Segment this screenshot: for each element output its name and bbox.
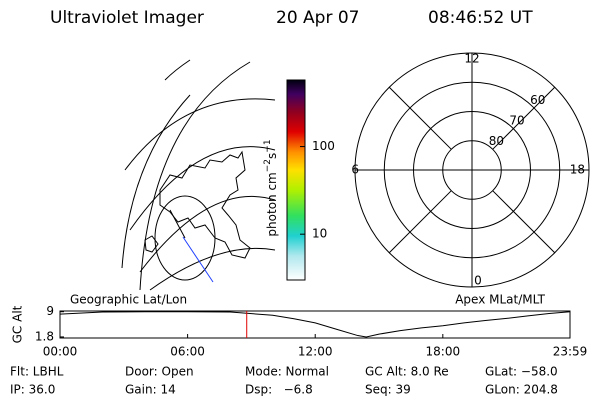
panel-label: Geographic Lat/Lon	[70, 293, 187, 307]
x-tick-label: 18:00	[426, 345, 461, 359]
ring-label: 60	[530, 93, 545, 107]
ring-label: 70	[509, 113, 524, 127]
status-field: IP: 36.0	[10, 383, 55, 397]
x-tick-label: 12:00	[298, 345, 333, 359]
ring-label: 80	[489, 134, 504, 148]
status-field: Mode: Normal	[245, 365, 329, 379]
mlt-label: 0	[474, 274, 482, 288]
label-part: s	[265, 153, 279, 159]
y-tick-label: 9	[46, 304, 54, 318]
label-part: photon cm	[265, 172, 279, 236]
mlt-label: 6	[351, 163, 359, 177]
polar-spoke	[388, 86, 452, 150]
mlt-label: 18	[570, 163, 585, 177]
label-exp: −1	[263, 139, 273, 152]
x-tick-label: 06:00	[170, 345, 205, 359]
geographic-map	[121, 59, 276, 291]
colorbar	[286, 79, 306, 281]
status-field: Dsp: −6.8	[245, 383, 313, 397]
y-tick-label: 1.8	[35, 329, 54, 343]
status-field: Door: Open	[125, 365, 194, 379]
date: 20 Apr 07	[276, 8, 359, 28]
label-exp: −2	[263, 159, 273, 172]
polar-spoke	[492, 86, 556, 150]
y-axis-label: GC Alt	[11, 305, 25, 343]
x-tick-label: 23:59	[553, 345, 588, 359]
status-field: GLon: 204.8	[485, 383, 558, 397]
title: Ultraviolet Imager	[50, 8, 204, 28]
colorbar-tick-label: 10	[312, 227, 327, 241]
altitude-line	[59, 311, 571, 338]
status-field: GC Alt: 8.0 Re	[365, 365, 449, 379]
status-field: Flt: LBHL	[10, 365, 64, 379]
mlt-label: 12	[464, 52, 479, 66]
status-field: Gain: 14	[125, 383, 176, 397]
colorbar-tick-label: 100	[312, 139, 335, 153]
polar-spoke	[388, 190, 452, 254]
panel-label: Apex MLat/MLT	[455, 293, 545, 307]
time: 08:46:52 UT	[428, 8, 533, 28]
x-tick-label: 00:00	[43, 345, 78, 359]
plot-frame	[59, 310, 571, 339]
status-field: GLat: −58.0	[485, 365, 558, 379]
colorbar-label: photon cm−2s−1	[263, 139, 279, 236]
polar-spoke	[492, 190, 556, 254]
status-field: Seq: 39	[365, 383, 411, 397]
